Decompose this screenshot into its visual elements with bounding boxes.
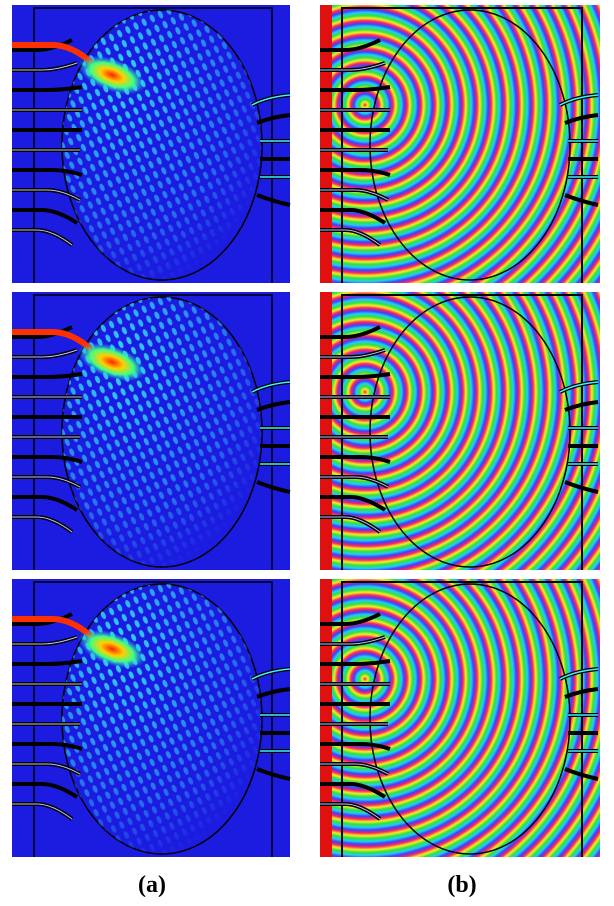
figure: (a) (b) bbox=[0, 0, 614, 906]
panel-b2 bbox=[320, 292, 600, 570]
panel-a3 bbox=[12, 579, 290, 857]
panel-b3 bbox=[320, 579, 600, 857]
label-a: (a) bbox=[138, 872, 166, 898]
panel-a1 bbox=[12, 5, 290, 283]
panel-a2 bbox=[12, 292, 290, 570]
column-b bbox=[320, 5, 600, 857]
label-b: (b) bbox=[447, 872, 476, 898]
figure-svg: (a) (b) bbox=[0, 0, 614, 906]
column-a bbox=[12, 5, 290, 857]
panel-b1 bbox=[320, 5, 600, 283]
